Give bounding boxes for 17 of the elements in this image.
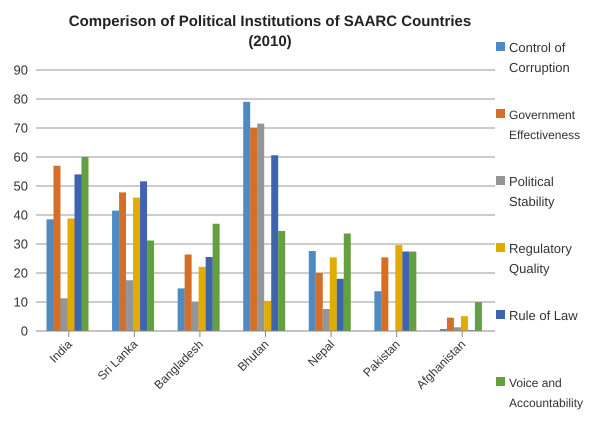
y-tick-label: 70 xyxy=(14,120,28,136)
y-tick-label: 20 xyxy=(14,266,28,281)
y-tick-label: 60 xyxy=(14,150,28,165)
y-tick-label: 40 xyxy=(14,208,28,223)
y-tick-label: 30 xyxy=(14,236,28,252)
legend-label: Voice and Accountability xyxy=(509,375,584,412)
y-tick-label: 90 xyxy=(14,62,28,78)
y-tick-label: 10 xyxy=(14,294,28,310)
legend-label: Rule of Law xyxy=(509,307,578,325)
legend-label: Government Effectiveness xyxy=(509,107,582,144)
y-tick-label: 80 xyxy=(14,92,28,107)
legend-label: Regulatory Quality xyxy=(509,240,573,278)
legend-label: Control of Corruption xyxy=(509,39,571,77)
chart-title: Comperison of Political Institutions of SAARC Countries (2010) xyxy=(68,12,472,52)
legend-label: Political Stability xyxy=(509,173,556,211)
y-tick-label: 0 xyxy=(20,324,28,339)
y-tick-label: 50 xyxy=(14,178,28,194)
